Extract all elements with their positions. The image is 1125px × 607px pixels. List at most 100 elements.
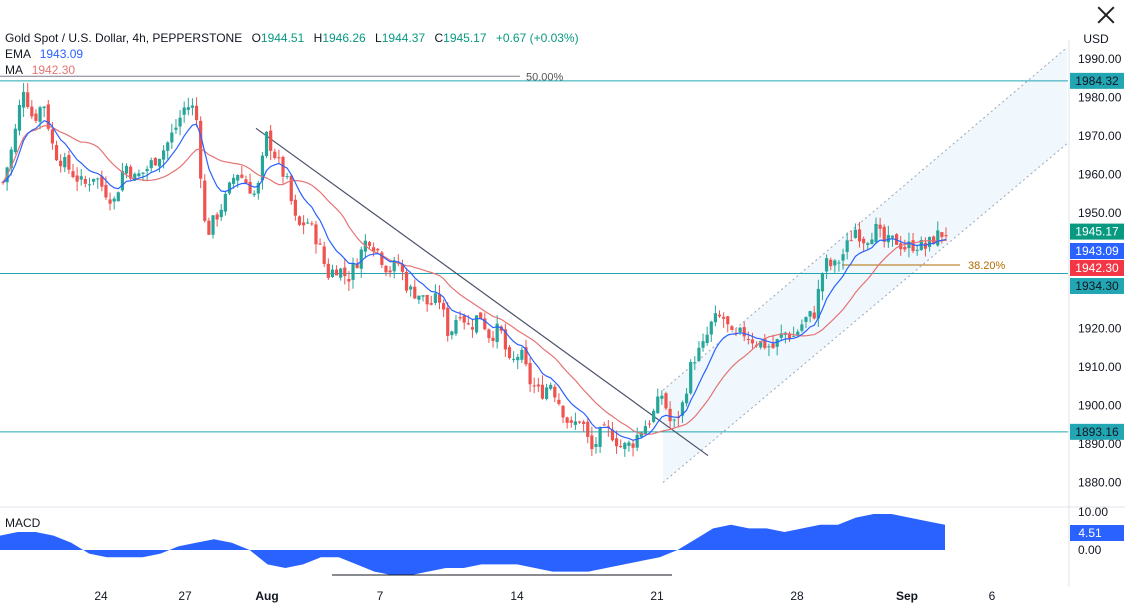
candle-body [730,326,734,331]
candle [627,440,631,452]
change-value: +0.67 (+0.03%) [495,31,579,45]
candle [544,383,549,401]
candle-body [75,175,79,182]
candle [248,173,252,194]
y-tick-label: 1890.00 [1078,437,1122,451]
candle-body [446,307,450,336]
macd-value-text: 4.51 [1078,526,1102,540]
candle-body [750,339,755,344]
candle [512,351,516,363]
candle [339,267,343,281]
candle-body [771,343,775,348]
candle-body [203,180,207,221]
candle [886,225,890,248]
candle [660,390,664,405]
candle [726,315,730,333]
candle [520,346,524,363]
candle-body [565,417,569,423]
candle-body [577,421,582,423]
y-tick-label: 1910.00 [1078,360,1122,374]
candle-body [643,426,647,434]
candle [404,267,409,293]
candle [845,232,849,260]
level-label-1893-text: 1893.16 [1075,425,1119,439]
x-tick-label: Sep [896,589,918,603]
ma-price-label-text: 1942.30 [1075,261,1119,275]
candle-body [804,317,808,322]
candle [944,227,948,242]
candle [219,203,223,221]
candle [495,315,499,349]
candle-body [816,288,820,319]
candle-body [194,105,199,121]
candle-body [866,243,870,245]
candle [223,190,227,216]
candle [116,191,120,202]
candle-body [944,235,948,237]
candle [540,375,545,400]
candle-body [520,349,524,360]
candle [582,419,586,432]
candle [244,175,248,184]
close-icon[interactable] [1095,4,1117,26]
candle-body [652,410,656,422]
candle [367,240,372,249]
candle-body [932,236,936,244]
candle-body [54,145,59,161]
candle-body [450,331,454,336]
candle-body [927,237,932,248]
candle-body [586,421,590,437]
candle-body [83,178,87,184]
candle-body [544,387,549,400]
candle [643,420,647,434]
candle [351,257,355,289]
candle-body [112,198,116,202]
candle-body [573,421,577,425]
candle [610,422,615,442]
candle [384,264,388,277]
macd-y-tick: 0.00 [1078,543,1102,557]
candle-body [631,443,635,448]
candle [590,426,594,457]
legend-ma-row[interactable]: MA 1942.30 [5,62,75,78]
candle-body [907,241,911,249]
candle [13,123,17,155]
candle-body [499,326,503,331]
candle [178,110,182,136]
y-tick-label: 1950.00 [1078,206,1122,220]
candle [829,257,833,271]
candle [841,248,845,270]
candle [207,217,211,236]
level-label-1934-bg [1070,278,1124,294]
candle [573,412,577,431]
candle-body [330,269,335,277]
candle [421,295,425,302]
candle-body [458,317,462,319]
candle-body [507,347,512,358]
level-label-1984: 1984.32 [1070,72,1124,89]
candle-body [91,178,96,182]
candle-body [409,286,413,290]
channel-upper-line [662,47,1068,391]
candle [112,196,116,210]
candle [820,272,825,301]
candle-body [462,315,466,323]
legend-ema-row[interactable]: EMA 1943.09 [5,46,83,62]
candle [302,215,306,235]
candle [17,99,22,136]
ema-price-label-text: 1943.09 [1075,244,1119,258]
candle-body [232,177,236,184]
candle [380,251,384,269]
candle-body [660,395,664,399]
candle-body [248,181,252,194]
candle [870,232,874,245]
low-label: L [375,31,382,45]
candle [598,426,602,454]
candle-body [553,386,557,398]
candle [256,180,260,200]
y-tick-label: 1980.00 [1078,91,1122,105]
candle [392,256,396,279]
candle [800,319,804,333]
candle [409,284,413,297]
